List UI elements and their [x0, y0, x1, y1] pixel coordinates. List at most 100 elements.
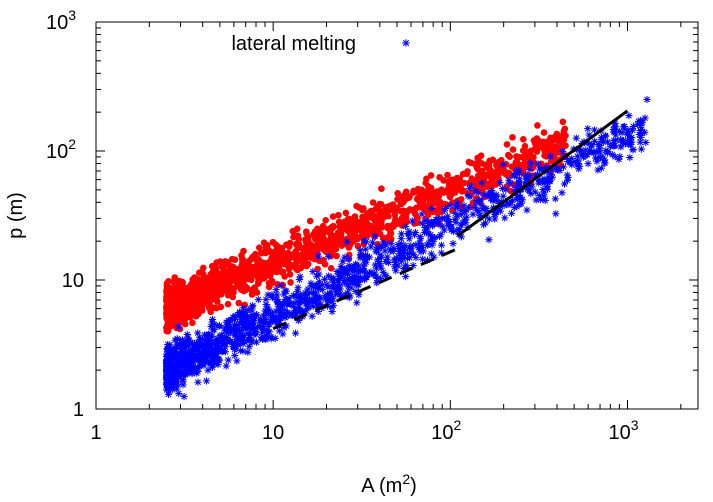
data-point: [402, 188, 410, 196]
data-point: [230, 289, 237, 296]
data-point: [212, 263, 219, 270]
data-point: [474, 165, 482, 173]
x-tick-label: 102: [431, 417, 461, 444]
x-tick-label: 10: [262, 422, 284, 444]
data-point: [384, 222, 392, 230]
data-point: [559, 118, 567, 126]
data-point: [421, 203, 429, 210]
data-point: [394, 190, 402, 197]
data-point: [254, 273, 261, 280]
data-point: [376, 214, 383, 222]
data-point: [244, 275, 251, 283]
series-circles: [163, 118, 569, 335]
data-point: [302, 236, 309, 243]
data-point: [427, 172, 435, 179]
data-point: [460, 187, 468, 195]
data-point: [166, 296, 173, 303]
data-point: [227, 272, 234, 279]
data-point: [414, 195, 421, 202]
data-point: [163, 279, 171, 287]
data-point: [434, 209, 442, 217]
data-point: [503, 141, 511, 148]
data-point: [448, 176, 456, 183]
data-point: [242, 286, 250, 294]
data-point: [196, 269, 203, 277]
data-point: [320, 241, 328, 249]
data-point: [189, 297, 197, 305]
legend-marker: [402, 39, 410, 47]
data-point: [313, 236, 321, 244]
data-point: [169, 312, 176, 319]
data-point: [248, 267, 256, 274]
data-point: [550, 143, 558, 151]
tick-labels: 1 10 102 103 1 10 102 103: [46, 7, 639, 444]
data-point: [292, 248, 300, 255]
data-point: [410, 189, 418, 196]
data-point: [543, 153, 550, 160]
data-point: [444, 171, 451, 179]
data-point: [540, 129, 548, 136]
x-tick-label: 1: [90, 422, 101, 444]
data-point: [221, 272, 229, 279]
data-point: [272, 241, 279, 248]
data-point: [316, 229, 323, 236]
data-point: [200, 300, 207, 308]
data-point: [177, 304, 185, 312]
data-point: [322, 225, 330, 233]
data-point: [195, 276, 203, 283]
data-point: [342, 209, 350, 217]
y-tick-label: 10: [62, 270, 84, 292]
data-point: [418, 186, 426, 194]
data-point: [506, 153, 513, 160]
data-point: [351, 213, 359, 220]
data-point: [310, 231, 317, 238]
data-point: [451, 189, 459, 196]
data-point: [463, 170, 471, 178]
data-point: [453, 180, 460, 187]
data-point: [394, 196, 401, 203]
data-point: [376, 230, 384, 238]
data-point: [320, 234, 327, 241]
data-point: [200, 264, 207, 272]
data-point: [374, 204, 382, 211]
data-point: [436, 203, 444, 210]
reference-line-dashed: [272, 247, 459, 330]
data-point: [520, 136, 527, 143]
data-point: [373, 223, 380, 231]
data-point: [228, 265, 235, 273]
data-point: [177, 312, 185, 320]
data-point: [304, 260, 312, 268]
data-point: [293, 241, 300, 248]
data-point: [551, 133, 559, 141]
data-point: [349, 226, 357, 234]
legend: lateral melting: [231, 33, 410, 55]
data-point: [516, 153, 523, 161]
data-point: [303, 230, 310, 237]
data-point: [494, 160, 501, 168]
data-point: [190, 278, 197, 286]
data-point: [294, 232, 302, 239]
data-point: [521, 142, 529, 150]
data-point: [207, 304, 214, 312]
data-point: [367, 207, 375, 215]
data-point: [286, 271, 294, 278]
data-point: [349, 218, 356, 226]
data-point: [287, 279, 294, 286]
data-point: [279, 269, 286, 277]
data-point: [509, 146, 517, 153]
data-point: [242, 270, 249, 278]
data-point: [484, 171, 492, 178]
data-point: [169, 288, 177, 295]
data-point: [255, 244, 263, 251]
data-point: [326, 245, 334, 253]
data-point: [446, 193, 454, 201]
data-point: [184, 312, 191, 320]
data-point: [327, 265, 335, 272]
data-point: [306, 217, 314, 225]
data-point: [207, 270, 215, 278]
data-point: [269, 259, 277, 267]
data-point: [440, 189, 447, 196]
x-tick-label: 103: [608, 417, 638, 444]
data-point: [354, 242, 362, 250]
